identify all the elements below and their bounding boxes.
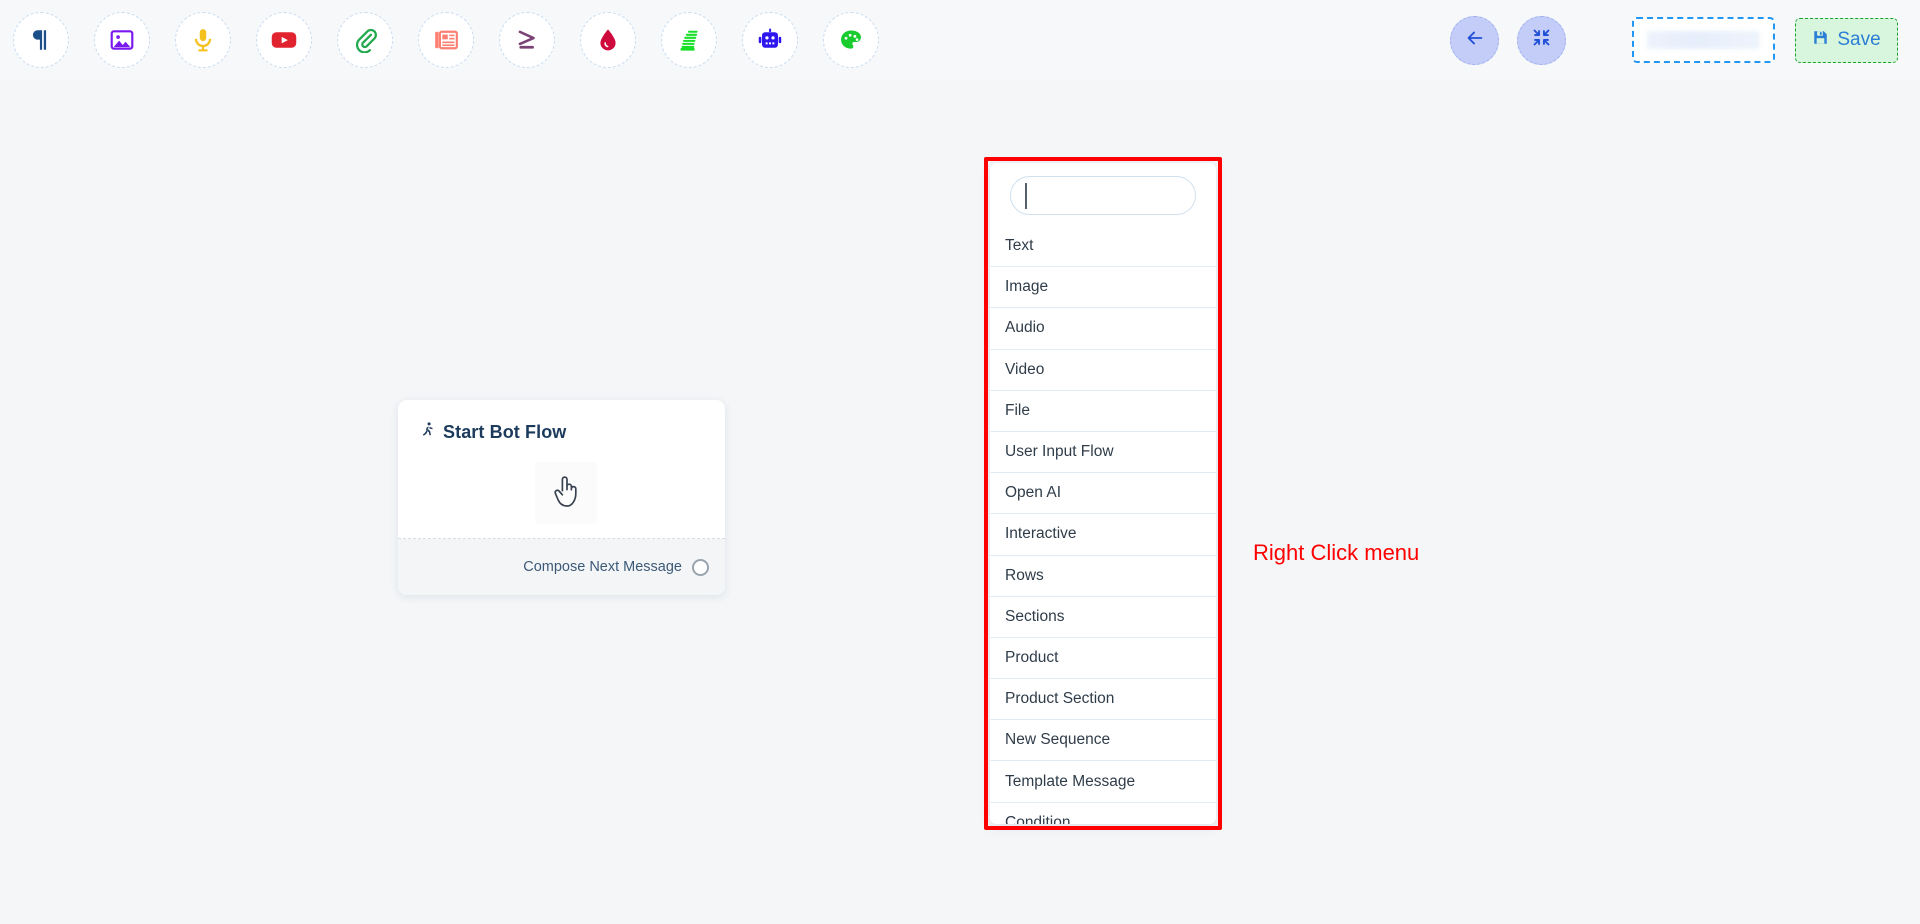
node-type-toolbar bbox=[0, 0, 1920, 80]
context-menu-search-input[interactable] bbox=[1010, 176, 1196, 215]
fit-to-screen-button[interactable] bbox=[1517, 15, 1566, 65]
greater-equal-icon bbox=[514, 27, 540, 53]
toolbar-item-audio[interactable] bbox=[175, 12, 231, 68]
floppy-disk-icon bbox=[1812, 29, 1829, 51]
menu-item-video[interactable]: Video bbox=[990, 349, 1216, 391]
menu-item-product[interactable]: Product bbox=[990, 637, 1216, 680]
toolbar-item-file[interactable] bbox=[337, 12, 393, 68]
toolbar-item-user-input-flow[interactable] bbox=[580, 12, 636, 68]
top-right-controls: Save bbox=[1450, 0, 1920, 80]
menu-item-open-ai[interactable]: Open AI bbox=[990, 473, 1216, 515]
toolbar-item-image[interactable] bbox=[94, 12, 150, 68]
menu-item-image[interactable]: Image bbox=[990, 267, 1216, 309]
paperclip-icon bbox=[352, 27, 378, 53]
microphone-icon bbox=[190, 27, 216, 53]
menu-item-audio[interactable]: Audio bbox=[990, 308, 1216, 350]
robot-icon bbox=[757, 27, 783, 53]
node-footer: Compose Next Message bbox=[398, 539, 725, 595]
toolbar-item-text[interactable] bbox=[13, 12, 69, 68]
annotation-right-click-menu: Right Click menu bbox=[1253, 540, 1420, 565]
text-caret bbox=[1025, 182, 1027, 209]
save-button[interactable]: Save bbox=[1795, 17, 1898, 63]
menu-item-template-message[interactable]: Template Message bbox=[990, 761, 1216, 803]
youtube-icon bbox=[270, 26, 298, 54]
menu-item-user-input-flow[interactable]: User Input Flow bbox=[990, 431, 1216, 474]
toolbar-item-sections[interactable] bbox=[661, 12, 717, 68]
menu-item-rows[interactable]: Rows bbox=[990, 555, 1216, 597]
menu-item-new-sequence[interactable]: New Sequence bbox=[990, 720, 1216, 762]
context-menu-search-wrapper bbox=[990, 163, 1216, 226]
save-button-label: Save bbox=[1837, 29, 1881, 50]
node-header: Start Bot Flow bbox=[398, 400, 725, 444]
redacted-value bbox=[1647, 31, 1760, 49]
stack-icon bbox=[676, 27, 702, 53]
pointer-hand-icon bbox=[535, 462, 597, 524]
toolbar-item-video[interactable] bbox=[256, 12, 312, 68]
palette-icon bbox=[838, 27, 864, 53]
toolbar-item-open-ai[interactable] bbox=[742, 12, 798, 68]
menu-item-text[interactable]: Text bbox=[990, 226, 1216, 268]
menu-item-condition[interactable]: Condition bbox=[990, 802, 1216, 824]
image-icon bbox=[109, 27, 135, 53]
pilcrow-icon bbox=[28, 27, 54, 53]
node-body[interactable] bbox=[398, 444, 725, 539]
menu-item-file[interactable]: File bbox=[990, 390, 1216, 432]
collapse-arrows-icon bbox=[1531, 27, 1552, 53]
newspaper-icon bbox=[433, 27, 459, 53]
flow-name-input[interactable] bbox=[1632, 17, 1775, 63]
right-click-context-menu[interactable]: Text Image Audio Video File User Input F… bbox=[990, 163, 1216, 824]
arrow-left-icon bbox=[1464, 27, 1486, 54]
running-person-icon bbox=[420, 420, 436, 444]
output-connector-dot[interactable] bbox=[692, 558, 709, 576]
toolbar-item-template-message[interactable] bbox=[418, 12, 474, 68]
menu-item-interactive[interactable]: Interactive bbox=[990, 514, 1216, 556]
compose-next-message-label: Compose Next Message bbox=[523, 559, 682, 575]
toolbar-item-condition[interactable] bbox=[499, 12, 555, 68]
node-title: Start Bot Flow bbox=[443, 421, 567, 442]
start-bot-flow-node[interactable]: Start Bot Flow Compose Next Message bbox=[398, 400, 725, 595]
toolbar-item-interactive[interactable] bbox=[823, 12, 879, 68]
back-button[interactable] bbox=[1450, 15, 1499, 65]
menu-item-product-section[interactable]: Product Section bbox=[990, 679, 1216, 721]
context-menu-list: Text Image Audio Video File User Input F… bbox=[990, 226, 1216, 824]
menu-item-sections[interactable]: Sections bbox=[990, 596, 1216, 638]
droplet-icon bbox=[595, 27, 621, 53]
